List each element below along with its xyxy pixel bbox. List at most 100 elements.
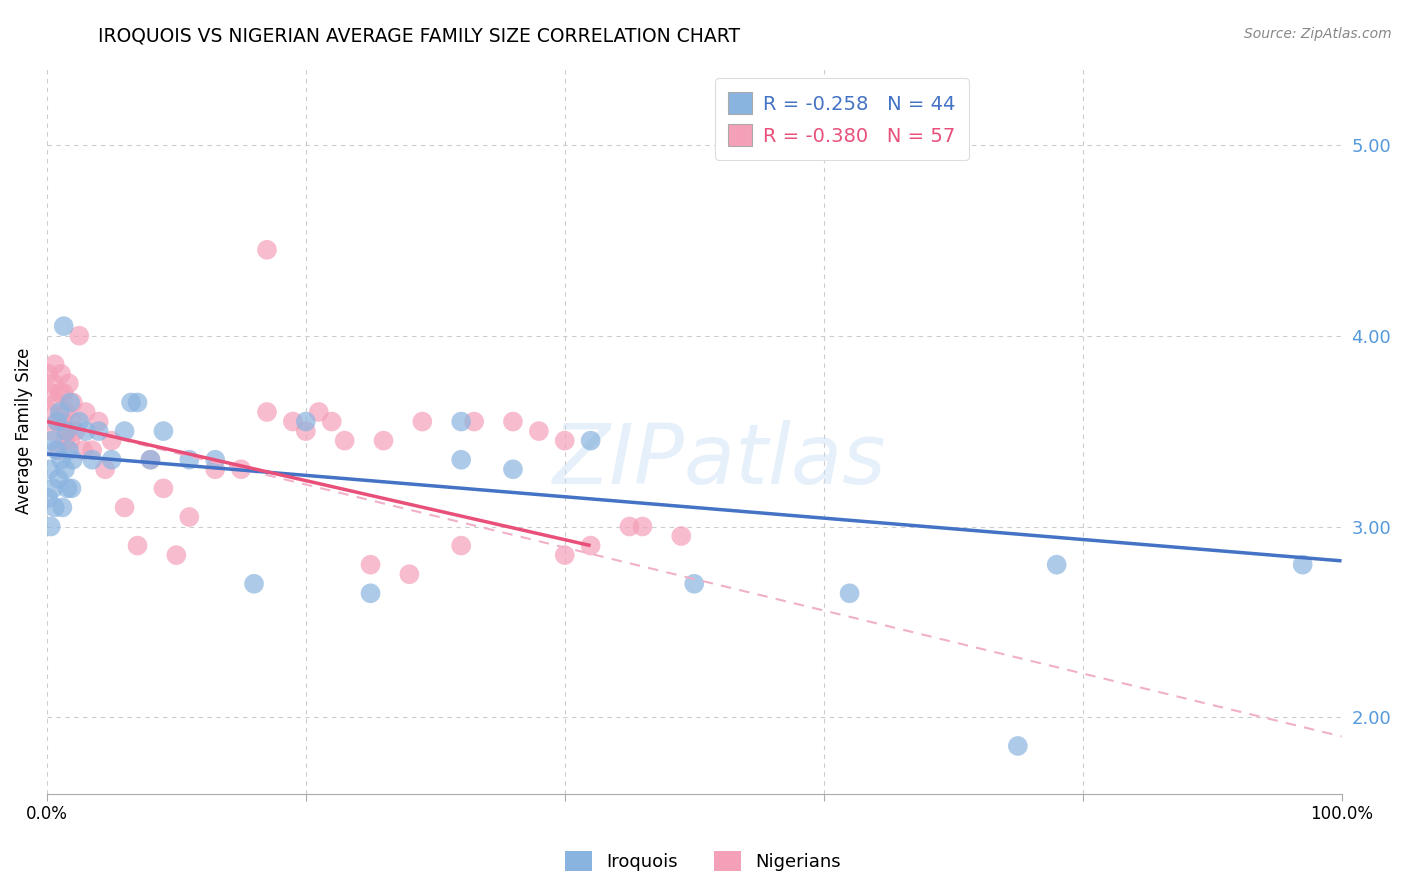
Point [360, 586, 382, 600]
Point [46, 415, 69, 429]
Point [1007, 739, 1029, 753]
Point [39, 519, 62, 533]
Text: ZIPatlas: ZIPatlas [554, 419, 887, 500]
Point [38, 462, 60, 476]
Point [450, 539, 472, 553]
Point [373, 434, 395, 448]
Point [631, 519, 654, 533]
Point [46, 415, 69, 429]
Point [152, 424, 174, 438]
Point [554, 434, 576, 448]
Point [87, 415, 110, 429]
Y-axis label: Average Family Size: Average Family Size [15, 348, 32, 515]
Point [100, 434, 122, 448]
Point [58, 376, 80, 391]
Point [450, 452, 472, 467]
Point [671, 529, 693, 543]
Point [1292, 558, 1315, 572]
Point [204, 462, 226, 476]
Point [44, 357, 66, 371]
Point [42, 481, 65, 495]
Point [52, 386, 75, 401]
Point [59, 434, 82, 448]
Point [65, 424, 87, 438]
Point [100, 452, 122, 467]
Point [41, 434, 63, 448]
Point [58, 443, 80, 458]
Point [52, 319, 75, 334]
Point [114, 424, 136, 438]
Point [72, 443, 94, 458]
Point [48, 443, 70, 458]
Point [450, 415, 472, 429]
Point [59, 395, 82, 409]
Point [683, 576, 706, 591]
Text: Source: ZipAtlas.com: Source: ZipAtlas.com [1244, 27, 1392, 41]
Point [838, 586, 860, 600]
Point [179, 452, 201, 467]
Point [49, 367, 72, 381]
Point [82, 443, 104, 458]
Point [204, 452, 226, 467]
Point [56, 424, 79, 438]
Point [49, 452, 72, 467]
Point [39, 386, 62, 401]
Point [42, 376, 65, 391]
Point [114, 500, 136, 515]
Point [165, 548, 187, 562]
Point [502, 462, 524, 476]
Point [527, 424, 550, 438]
Point [51, 500, 73, 515]
Point [321, 415, 343, 429]
Point [1046, 558, 1069, 572]
Point [37, 491, 59, 505]
Point [463, 415, 485, 429]
Point [62, 452, 84, 467]
Point [60, 481, 83, 495]
Text: IROQUOIS VS NIGERIAN AVERAGE FAMILY SIZE CORRELATION CHART: IROQUOIS VS NIGERIAN AVERAGE FAMILY SIZE… [98, 27, 741, 45]
Point [94, 462, 117, 476]
Point [48, 472, 70, 486]
Point [55, 424, 77, 438]
Point [127, 395, 149, 409]
Point [75, 424, 97, 438]
Point [75, 405, 97, 419]
Point [127, 539, 149, 553]
Point [152, 481, 174, 495]
Point [67, 328, 90, 343]
Point [49, 405, 72, 419]
Point [360, 558, 382, 572]
Point [82, 452, 104, 467]
Point [45, 443, 67, 458]
Point [87, 424, 110, 438]
Point [502, 415, 524, 429]
Point [554, 548, 576, 562]
Point [53, 434, 76, 448]
Point [619, 519, 641, 533]
Point [51, 415, 73, 429]
Point [333, 434, 356, 448]
Point [256, 405, 278, 419]
Point [243, 576, 266, 591]
Point [55, 405, 77, 419]
Point [41, 424, 63, 438]
Point [295, 424, 318, 438]
Point [139, 452, 162, 467]
Point [295, 415, 318, 429]
Point [67, 415, 90, 429]
Point [49, 386, 72, 401]
Point [45, 395, 67, 409]
Point [579, 539, 602, 553]
Point [53, 462, 76, 476]
Point [56, 481, 79, 495]
Point [38, 405, 60, 419]
Point [256, 243, 278, 257]
Point [308, 405, 330, 419]
Point [281, 415, 304, 429]
Legend: Iroquois, Nigerians: Iroquois, Nigerians [558, 844, 848, 879]
Point [398, 567, 420, 582]
Point [229, 462, 252, 476]
Legend: R = -0.258   N = 44, R = -0.380   N = 57: R = -0.258 N = 44, R = -0.380 N = 57 [714, 78, 969, 160]
Point [579, 434, 602, 448]
Point [139, 452, 162, 467]
